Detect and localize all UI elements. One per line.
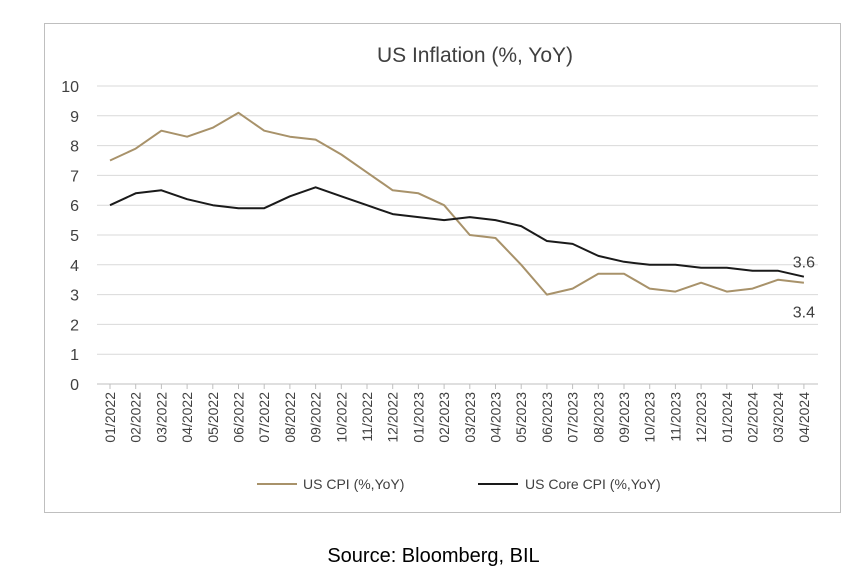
x-tick-label: 12/2022 — [385, 392, 401, 443]
x-tick-label: 04/2024 — [796, 392, 812, 443]
series-line-us-core-cpi — [109, 186, 805, 278]
y-tick-label: 1 — [70, 347, 79, 364]
x-tick-label: 11/2022 — [359, 392, 375, 442]
x-tick-label: 03/2024 — [770, 392, 786, 443]
x-tick-label: 05/2022 — [205, 392, 221, 443]
legend-label: US Core CPI (%,YoY) — [525, 476, 661, 492]
legend-label: US CPI (%,YoY) — [303, 476, 404, 492]
chart-title: US Inflation (%, YoY) — [377, 44, 573, 67]
series-lines — [109, 111, 805, 296]
x-tick-label: 01/2024 — [719, 392, 735, 443]
x-tick-label: 02/2024 — [745, 392, 761, 443]
source-note: Source: Bloomberg, BIL — [327, 545, 540, 567]
x-tick-label: 06/2023 — [539, 392, 555, 443]
y-tick-label: 2 — [70, 317, 79, 334]
y-tick-label: 0 — [70, 377, 79, 394]
end-label-us-cpi: 3.4 — [793, 305, 815, 322]
y-tick-label: 8 — [70, 139, 79, 156]
x-tick-label: 01/2023 — [410, 392, 426, 443]
x-tick-label: 11/2023 — [667, 392, 683, 442]
x-tick-label: 04/2023 — [488, 392, 504, 443]
x-tick-label: 07/2022 — [256, 392, 272, 443]
x-tick-label: 09/2023 — [616, 392, 632, 443]
y-tick-label: 7 — [70, 168, 79, 185]
x-tick-label: 07/2023 — [565, 392, 581, 443]
legend: US CPI (%,YoY) US Core CPI (%,YoY) — [257, 476, 661, 492]
series-line-us-cpi — [109, 111, 805, 296]
x-tick-label: 10/2023 — [642, 392, 658, 443]
y-tick-label: 4 — [70, 258, 79, 275]
x-tick-label: 03/2022 — [153, 392, 169, 443]
y-axis-ticks: 0 1 2 3 4 5 6 7 8 9 10 — [61, 79, 79, 394]
end-labels: 3.4 3.6 — [793, 255, 815, 322]
x-tick-label: 08/2023 — [590, 392, 606, 443]
y-tick-label: 5 — [70, 228, 79, 245]
x-tick-label: 01/2022 — [102, 392, 118, 443]
x-tick-label: 06/2022 — [231, 392, 247, 443]
y-tick-label: 6 — [70, 198, 79, 215]
y-tick-label: 10 — [61, 79, 79, 96]
x-axis-ticks: 01/2022 02/2022 03/2022 04/2022 05/2022 06/20… — [102, 392, 812, 443]
x-tick-label: 05/2023 — [513, 392, 529, 443]
x-tick-label: 02/2023 — [436, 392, 452, 443]
x-tick-label: 09/2022 — [308, 392, 324, 443]
gridlines — [97, 85, 818, 389]
y-tick-label: 9 — [70, 109, 79, 126]
end-label-us-core-cpi: 3.6 — [793, 255, 815, 272]
x-tick-label: 02/2022 — [128, 392, 144, 443]
x-tick-label: 04/2022 — [179, 392, 195, 443]
x-tick-label: 08/2022 — [282, 392, 298, 443]
y-tick-label: 3 — [70, 288, 79, 305]
x-tick-label: 12/2023 — [693, 392, 709, 443]
chart-frame — [44, 23, 841, 513]
x-tick-label: 03/2023 — [462, 392, 478, 443]
x-tick-label: 10/2022 — [333, 392, 349, 443]
